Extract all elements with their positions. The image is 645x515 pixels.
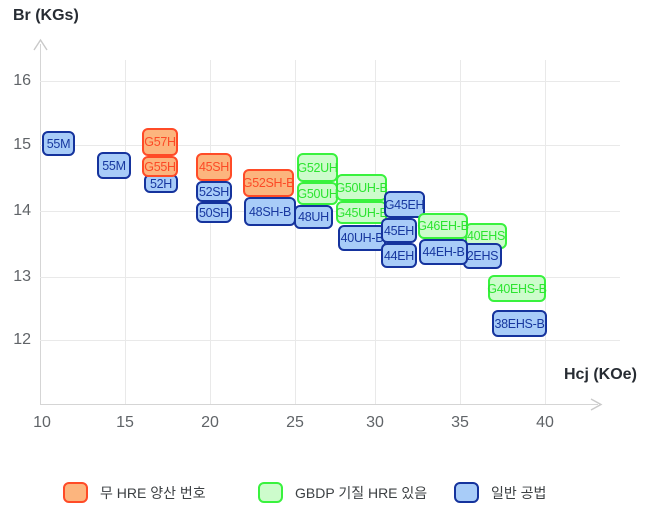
legend-swatch-green-icon [258, 482, 283, 503]
data-box-55m: 55M [97, 152, 131, 179]
h-gridline [40, 277, 620, 278]
x-tick-label: 15 [116, 414, 134, 431]
y-tick-label: 13 [13, 268, 31, 285]
v-gridline [125, 60, 126, 404]
h-gridline [40, 145, 620, 146]
data-box-45sh: 45SH [196, 153, 232, 181]
data-box-g40ehs-b: G40EHS-B [487, 275, 547, 302]
data-box-44eh: 44EH [381, 243, 417, 268]
data-box-45eh: 45EH [381, 218, 417, 243]
y-tick-label: 16 [13, 72, 31, 89]
y-tick-label: 12 [13, 331, 31, 348]
x-tick-label: 30 [366, 414, 384, 431]
data-box-g45uh-b: G45UH-B [335, 201, 388, 224]
data-box-38ehs-b: 38EHS-B [492, 310, 547, 337]
x-tick-label: 10 [33, 414, 51, 431]
legend-swatch-orange-icon [63, 482, 88, 503]
legend-label-green: GBDP 기질 HRE 있음 [295, 484, 428, 501]
h-gridline [40, 81, 620, 82]
data-box-40uh-b: 40UH-B [338, 225, 386, 251]
y-axis-title: Br (KGs) [13, 7, 79, 24]
v-gridline [545, 60, 546, 404]
v-gridline [210, 60, 211, 404]
legend-swatch-blue-icon [454, 482, 479, 503]
data-box-44eh-b: 44EH-B [419, 239, 468, 265]
data-box-g46eh-b: G46EH-B [417, 213, 469, 239]
v-gridline [295, 60, 296, 404]
data-box-48uh: 48UH [294, 205, 333, 229]
y-tick-label: 14 [13, 202, 31, 219]
data-box-52sh: 52SH [196, 181, 232, 202]
data-box-g52uh: G52UH [297, 153, 338, 182]
x-tick-label: 35 [451, 414, 469, 431]
y-axis-line [40, 44, 41, 404]
data-box-g57h: G57H [142, 128, 178, 156]
x-axis-arrow-icon [590, 398, 603, 411]
data-box-2ehs: 2EHS [463, 243, 502, 269]
data-box-55m: 55M [42, 131, 75, 156]
data-box-g45eh: G45EH [384, 191, 425, 218]
data-box-48sh-b: 48SH-B [244, 197, 296, 226]
x-tick-label: 20 [201, 414, 219, 431]
legend-label-blue: 일반 공법 [491, 484, 547, 501]
x-axis-title: Hcj (KOe) [564, 366, 637, 383]
data-box-g52sh-b: G52SH-B [243, 169, 295, 197]
legend-item-blue[interactable]: 일반 공법 [454, 482, 546, 503]
data-box-50sh: 50SH [196, 202, 232, 223]
legend-item-orange[interactable]: 무 HRE 양산 번호 [63, 482, 206, 503]
legend-label-orange: 무 HRE 양산 번호 [100, 484, 206, 501]
x-tick-label: 40 [536, 414, 554, 431]
h-gridline [40, 340, 620, 341]
y-tick-label: 15 [13, 136, 31, 153]
x-axis-line [40, 404, 598, 405]
x-tick-label: 25 [286, 414, 304, 431]
data-box-g55h: G55H [142, 156, 178, 177]
legend-item-green[interactable]: GBDP 기질 HRE 있음 [258, 482, 427, 503]
y-axis-arrow-icon [33, 38, 48, 51]
data-box-g50uh-b: G50UH-B [335, 174, 388, 201]
data-box-g50uh: G50UH [297, 182, 338, 205]
